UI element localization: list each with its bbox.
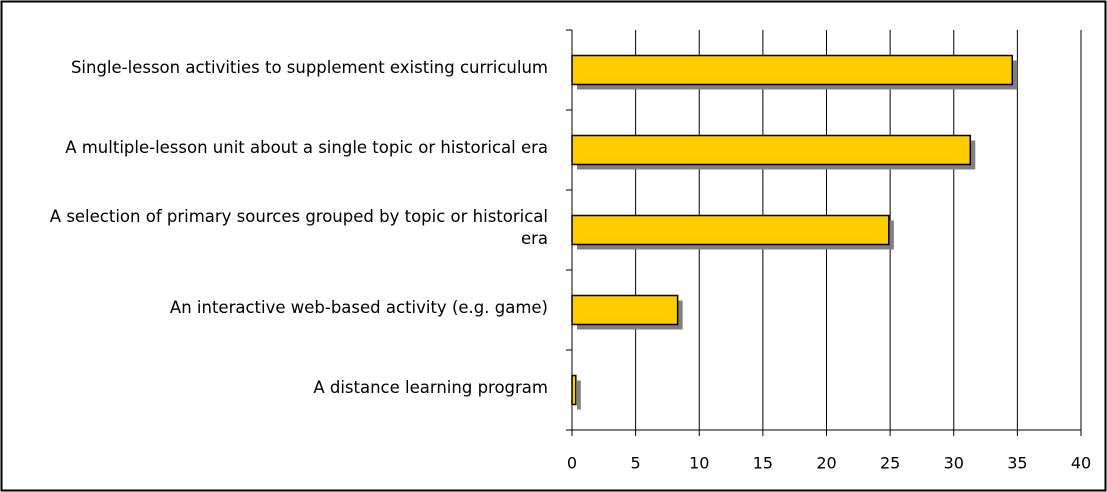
bar (571, 294, 679, 326)
x-tick-label: 20 (816, 454, 836, 473)
bar (571, 54, 1014, 86)
x-tick-label: 0 (567, 454, 577, 473)
x-tick-label: 5 (631, 454, 641, 473)
y-tick-label: An interactive web-based activity (e.g. … (169, 298, 548, 317)
bar (571, 214, 890, 246)
bar (571, 134, 972, 166)
y-tick-label: Single-lesson activities to supplement e… (70, 58, 548, 77)
x-tick-label: 10 (689, 454, 709, 473)
y-tick-label: A multiple-lesson unit about a single to… (65, 138, 548, 157)
x-tick-label: 15 (753, 454, 773, 473)
x-tick-label: 40 (1071, 454, 1091, 473)
x-tick-label: 30 (944, 454, 964, 473)
y-tick-label: A distance learning program (313, 378, 548, 397)
bar (571, 374, 577, 406)
x-tick-label: 25 (880, 454, 900, 473)
bar-shadow (577, 380, 581, 410)
y-tick-label: A selection of primary sources grouped b… (49, 207, 548, 248)
x-tick-label: 35 (1007, 454, 1027, 473)
